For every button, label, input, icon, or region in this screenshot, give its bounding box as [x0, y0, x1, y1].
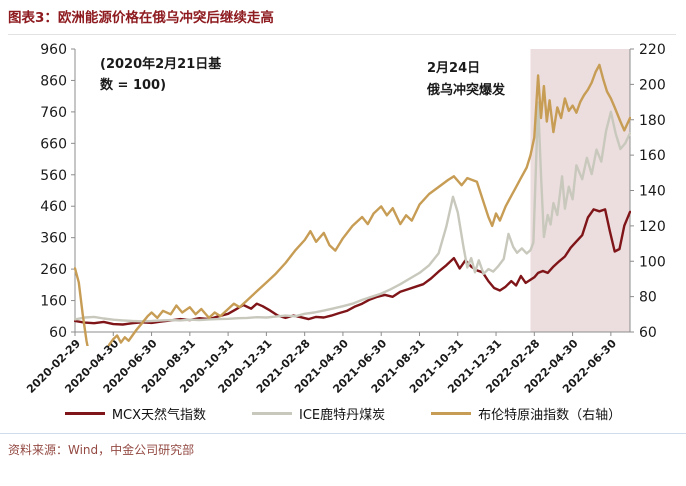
svg-text:260: 260: [40, 262, 67, 278]
svg-text:120: 120: [639, 219, 666, 235]
series-line-0: [74, 208, 631, 326]
legend-item-mcx-gas: MCX天然气指数: [64, 404, 207, 423]
svg-text:俄乌冲突爆发: 俄乌冲突爆发: [426, 82, 506, 98]
svg-text:760: 760: [40, 105, 67, 121]
conflict-shaded-region: [530, 49, 630, 332]
svg-text:100: 100: [639, 254, 666, 270]
svg-text:200: 200: [639, 77, 666, 93]
svg-text:数 = 100): 数 = 100): [100, 77, 166, 93]
svg-text:160: 160: [639, 148, 666, 164]
svg-text:180: 180: [639, 113, 666, 129]
svg-text:60: 60: [639, 325, 657, 341]
svg-text:140: 140: [639, 184, 666, 200]
svg-text:960: 960: [40, 42, 67, 58]
legend-item-ice-coal: ICE鹿特丹煤炭: [252, 404, 385, 423]
figure-title: 图表3：欧洲能源价格在俄乌冲突后继续走高: [8, 10, 274, 26]
svg-text:560: 560: [40, 168, 67, 184]
data-source: 资料来源：Wind，中金公司研究部: [8, 443, 195, 457]
figure-footer: 资料来源：Wind，中金公司研究部: [0, 433, 686, 458]
svg-text:(2020年2月21日基: (2020年2月21日基: [100, 56, 222, 72]
svg-text:60: 60: [49, 325, 67, 341]
svg-text:860: 860: [40, 73, 67, 89]
chart-legend: MCX天然气指数 ICE鹿特丹煤炭 布伦特原油指数（右轴）: [0, 401, 686, 425]
svg-text:660: 660: [40, 136, 67, 152]
left-axis: 960 860 760 660 560 460 360 260 160 60: [40, 42, 75, 341]
header-divider: [8, 34, 676, 35]
gas-line-swatch: [64, 411, 105, 415]
legend-item-brent: 布伦特原油指数（右轴）: [431, 404, 621, 423]
legend-label-brent: 布伦特原油指数（右轴）: [478, 407, 622, 423]
figure-header: 图表3：欧洲能源价格在俄乌冲突后继续走高: [0, 0, 686, 35]
series-line-2: [74, 63, 631, 346]
svg-text:80: 80: [639, 290, 657, 306]
x-axis: 2020-02-292020-04-302020-06-302020-08-31…: [24, 332, 619, 396]
energy-price-chart-svg: 960 860 760 660 560 460 360 260 160 60 220 200 180 16…: [24, 42, 666, 396]
coal-line-swatch: [252, 411, 293, 415]
svg-text:360: 360: [40, 231, 67, 247]
svg-text:220: 220: [639, 42, 666, 58]
chart-area: 960 860 760 660 560 460 360 260 160 60 220 200 180 16…: [0, 37, 686, 401]
series-line-1: [74, 101, 631, 323]
legend-label-gas: MCX天然气指数: [111, 407, 207, 423]
svg-text:460: 460: [40, 199, 67, 215]
right-axis: 220 200 180 160 140 120 100 80 60: [630, 42, 666, 341]
legend-label-coal: ICE鹿特丹煤炭: [299, 407, 386, 423]
svg-text:160: 160: [40, 294, 67, 310]
brent-line-swatch: [431, 411, 472, 415]
svg-text:2月24日: 2月24日: [427, 61, 480, 76]
